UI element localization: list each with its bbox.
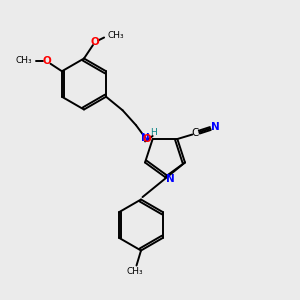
Text: H: H <box>150 128 157 137</box>
Text: CH₃: CH₃ <box>108 32 124 40</box>
Text: CH₃: CH₃ <box>15 56 32 65</box>
Text: C: C <box>192 128 199 138</box>
Text: O: O <box>143 134 152 144</box>
Text: N: N <box>166 173 175 184</box>
Text: CH₃: CH₃ <box>127 267 143 276</box>
Text: O: O <box>43 56 51 66</box>
Text: N: N <box>141 133 149 143</box>
Text: O: O <box>90 37 99 47</box>
Text: N: N <box>211 122 220 132</box>
